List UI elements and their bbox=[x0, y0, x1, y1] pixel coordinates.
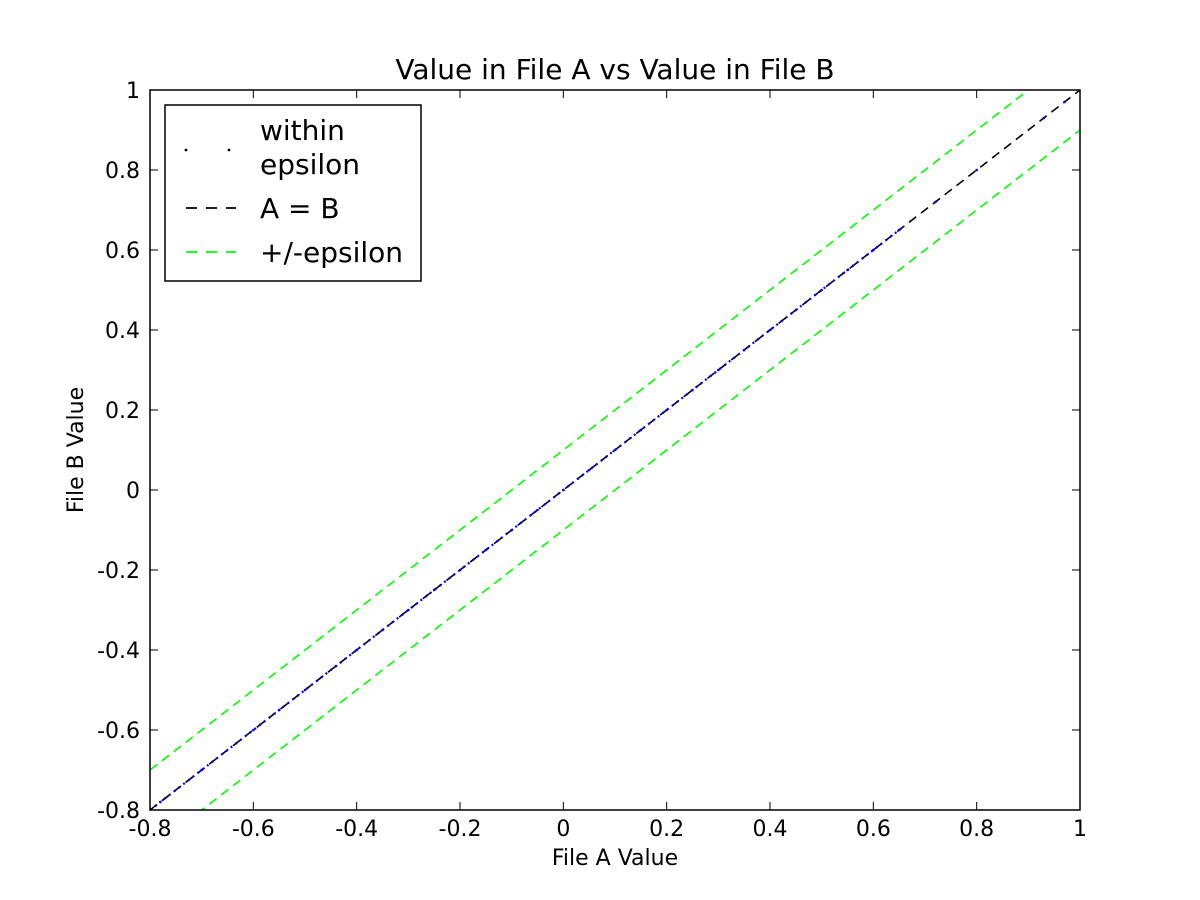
within-epsilon-point bbox=[846, 268, 849, 272]
within-epsilon-point bbox=[587, 468, 591, 472]
within-epsilon-point bbox=[691, 388, 694, 392]
within-epsilon-point bbox=[613, 448, 617, 452]
legend-label: within bbox=[260, 114, 345, 147]
within-epsilon-point bbox=[432, 588, 436, 592]
within-epsilon-point bbox=[252, 728, 255, 732]
x-tick-label: 0.4 bbox=[753, 817, 788, 842]
within-epsilon-point bbox=[897, 228, 901, 232]
x-tick-label: 0.6 bbox=[856, 817, 891, 842]
within-epsilon-point bbox=[742, 348, 746, 352]
legend-marker-within-epsilon bbox=[227, 148, 231, 152]
y-tick-label: 0.6 bbox=[105, 239, 140, 264]
within-epsilon-point bbox=[510, 528, 513, 532]
within-epsilon-point bbox=[277, 708, 281, 712]
series-layer bbox=[150, 90, 1080, 810]
x-tick-label: 0 bbox=[556, 817, 570, 842]
within-epsilon-point bbox=[303, 688, 307, 692]
legend-label: +/-epsilon bbox=[260, 236, 403, 269]
chart-title: Value in File A vs Value in File B bbox=[395, 53, 834, 86]
y-tick-label: 0.2 bbox=[105, 399, 140, 424]
within-epsilon-point bbox=[381, 628, 384, 632]
legend-marker-within-epsilon bbox=[184, 148, 188, 152]
upper-epsilon-line bbox=[150, 90, 1030, 771]
within-epsilon-point bbox=[934, 200, 937, 204]
within-epsilon-point bbox=[484, 548, 488, 552]
within-epsilon-point bbox=[200, 768, 203, 772]
within-epsilon-point bbox=[975, 168, 978, 172]
plot-area-frame bbox=[149, 89, 1081, 811]
x-axis-label: File A Value bbox=[552, 846, 678, 871]
tick-layer: -0.8 -0.6 -0.4 -0.2 0 0.2 0.4 0.6 0.8 1 -0.8 -0.6 -0… bbox=[97, 79, 1087, 842]
within-epsilon-point bbox=[794, 308, 798, 312]
x-tick-label: -0.6 bbox=[232, 817, 275, 842]
x-tick-label: 0.8 bbox=[959, 817, 994, 842]
lower-epsilon-line bbox=[200, 129, 1080, 810]
y-tick-label: 0.8 bbox=[105, 159, 140, 184]
x-tick-label: -0.8 bbox=[129, 817, 172, 842]
within-epsilon-point bbox=[334, 664, 338, 668]
within-epsilon-point bbox=[536, 508, 539, 512]
y-tick-label: -0.2 bbox=[97, 559, 140, 584]
y-tick-label: -0.4 bbox=[97, 639, 140, 664]
x-tick-label: -0.2 bbox=[439, 817, 482, 842]
legend-label: epsilon bbox=[260, 148, 360, 181]
within-epsilon-point bbox=[458, 568, 462, 572]
within-epsilon-point bbox=[1063, 100, 1066, 104]
x-tick-label: 0.2 bbox=[649, 817, 684, 842]
within-epsilon-point bbox=[820, 288, 823, 292]
within-epsilon-point bbox=[159, 800, 162, 804]
within-epsilon-point bbox=[768, 328, 772, 332]
within-epsilon-point bbox=[665, 408, 668, 412]
legend-label: A = B bbox=[260, 192, 340, 225]
within-epsilon-point bbox=[355, 648, 358, 652]
y-tick-label: 1 bbox=[126, 79, 140, 104]
y-axis-label: File B Value bbox=[64, 387, 89, 513]
within-epsilon-point bbox=[407, 608, 410, 612]
y-tick-label: 0.4 bbox=[105, 319, 140, 344]
within-epsilon-point bbox=[1042, 116, 1046, 120]
x-tick-label: -0.4 bbox=[335, 817, 378, 842]
within-epsilon-point bbox=[717, 368, 720, 372]
within-epsilon-point bbox=[639, 428, 643, 432]
y-tick-label: 0 bbox=[126, 479, 140, 504]
x-tick-label: 1 bbox=[1073, 817, 1087, 842]
y-tick-label: -0.6 bbox=[97, 719, 140, 744]
y-tick-label: -0.8 bbox=[97, 799, 140, 824]
within-epsilon-point bbox=[562, 488, 565, 492]
within-epsilon-point bbox=[872, 248, 875, 252]
